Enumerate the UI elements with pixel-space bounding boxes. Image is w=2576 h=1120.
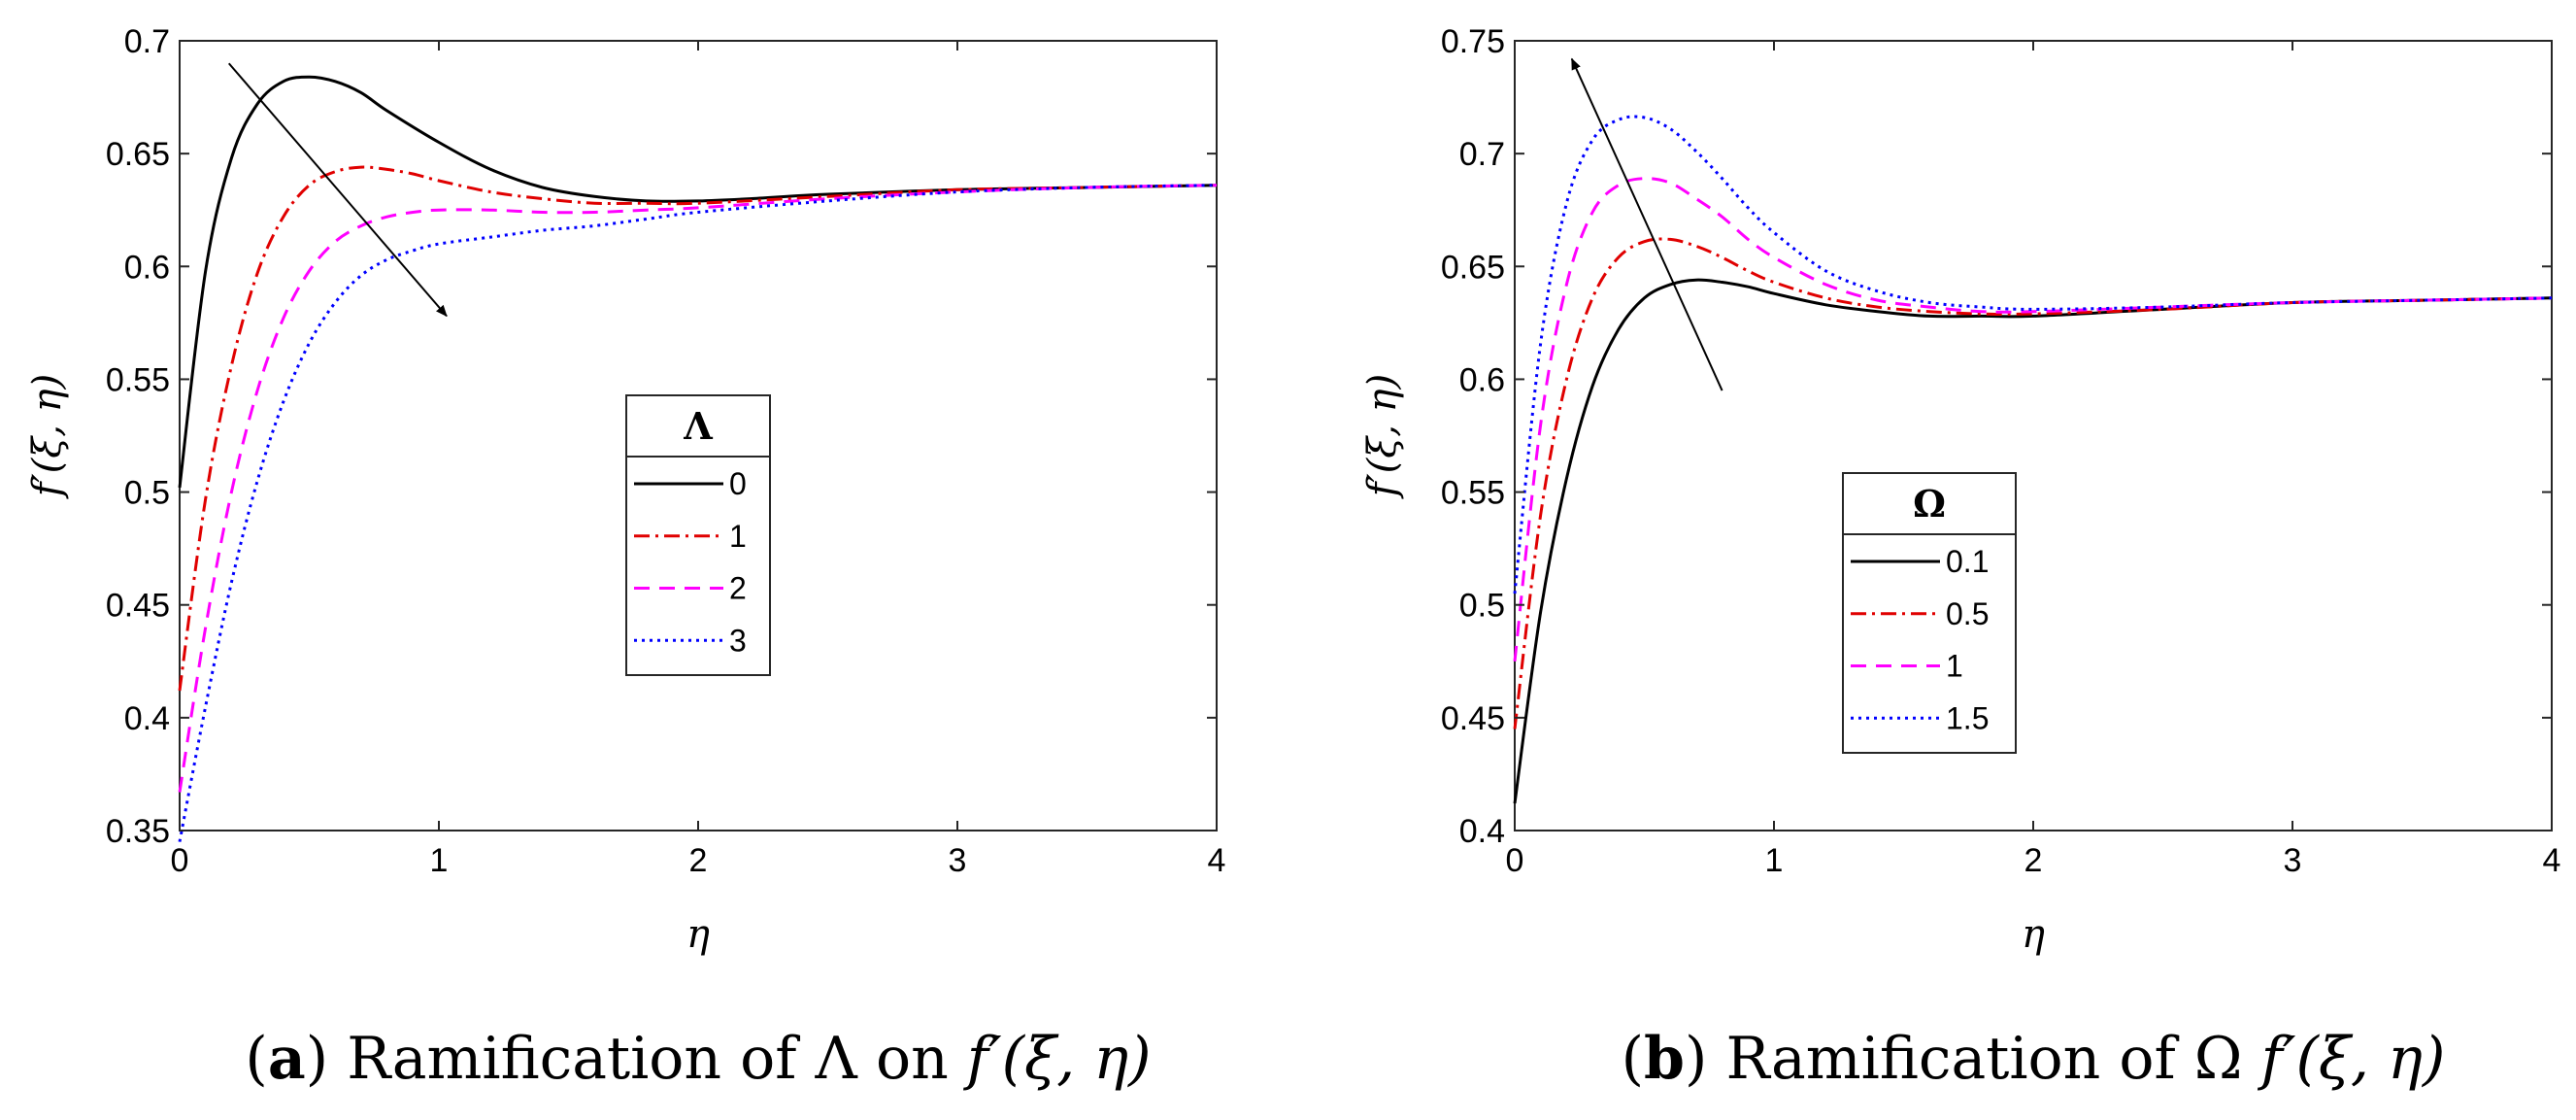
panel-b-legend: Ω 0.1 0.5 1 1.5 [1842, 472, 2017, 754]
panel-a-caption-letter: a [268, 1025, 306, 1093]
panel-b-legend-label: 1 [1946, 649, 1963, 684]
panel-b-caption: (b) Ramification of Ω f′(ξ, η) [1622, 1025, 2446, 1093]
panel-a-x-tick-label: 2 [689, 842, 708, 879]
panel-a-legend-label: 3 [729, 623, 747, 658]
panel-b-y-tick-label: 0.7 [1459, 136, 1505, 173]
panel-b-legend-entries: 0.1 0.5 1 1.5 [1851, 544, 1989, 735]
panel-a-legend-entries: 0 1 2 3 [634, 466, 747, 658]
panel-b-y-tick-label: 0.65 [1441, 249, 1505, 286]
panel-a-legend: Λ 0 1 2 3 [625, 394, 771, 676]
panel-b-trend-arrow [1570, 57, 1723, 391]
panel-a-x-tick-label: 4 [1208, 842, 1226, 879]
panel-b-x-tick-label: 4 [2543, 842, 2561, 879]
panel-a-x-tick-label: 1 [430, 842, 449, 879]
panel-a-legend-label: 2 [729, 571, 747, 606]
panel-b-legend-box [1842, 472, 2017, 754]
panel-b-x-tick-label: 2 [2024, 842, 2043, 879]
panel-b-y-tick-label: 0.4 [1459, 813, 1505, 850]
panel-a-x-tick-label: 0 [171, 842, 189, 879]
panel-a-y-tick-label: 0.65 [106, 136, 170, 173]
panel-b-x-tick-label: 1 [1765, 842, 1784, 879]
panel-b-curves [1513, 115, 2553, 804]
panel-b: 0 1 2 3 4 0.4 0.45 0.5 0.55 0.6 0.65 0.7 0.75 η f′(ξ… [1360, 23, 2560, 1093]
panel-a-series-0 [178, 75, 1218, 489]
panel-a-y-tick-label: 0.35 [106, 813, 170, 850]
panel-a-y-tick-label: 0.55 [106, 361, 170, 398]
panel-b-caption-math: f′(ξ, η) [2258, 1025, 2446, 1093]
panel-a: 0 1 2 3 4 0.35 0.4 0.45 0.5 0.55 0.6 0.65 0.7 η f′(ξ… [25, 23, 1225, 1093]
panel-a-legend-label: 1 [729, 519, 747, 554]
panel-a-trend-arrow [227, 62, 448, 318]
panel-b-ticks: 0 1 2 3 4 0.4 0.45 0.5 0.55 0.6 0.65 0.7 0.75 [1441, 23, 2561, 879]
panel-a-y-tick-label: 0.45 [106, 588, 170, 625]
panel-b-legend-label: 0.5 [1946, 596, 1989, 631]
panel-b-x-tick-label: 0 [1506, 842, 1524, 879]
panel-a-x-axis-label: η [686, 912, 710, 957]
panel-a-y-axis-label: f′(ξ, η) [25, 374, 70, 500]
panel-a-arrow [227, 62, 448, 318]
panel-b-arrow [1570, 57, 1723, 391]
panel-a-legend-label: 0 [729, 466, 747, 501]
panel-a-legend-title: Λ [683, 404, 713, 448]
panel-b-legend-label: 0.1 [1946, 544, 1989, 579]
panel-a-y-tick-label: 0.7 [124, 23, 170, 60]
panel-a-caption-math: f′(ξ, η) [963, 1025, 1152, 1093]
panel-a-caption: (a) Ramification of Λ on f′(ξ, η) [245, 1025, 1151, 1093]
panel-b-y-tick-label: 0.45 [1441, 700, 1505, 737]
panel-b-legend-title: Ω [1913, 482, 1946, 526]
panel-b-y-tick-label: 0.75 [1441, 23, 1505, 60]
panel-a-y-tick-label: 0.5 [124, 475, 170, 512]
panel-b-legend-label: 1.5 [1946, 700, 1989, 735]
panel-a-curves [178, 75, 1218, 842]
panel-b-y-tick-label: 0.6 [1459, 361, 1505, 398]
panel-a-caption-text: Ramification of Λ on [347, 1025, 967, 1093]
panel-b-y-tick-label: 0.5 [1459, 588, 1505, 625]
panel-a-y-tick-label: 0.6 [124, 249, 170, 286]
panel-a-y-tick-label: 0.4 [124, 700, 170, 737]
panel-a-series-2 [178, 184, 1218, 793]
panel-b-y-axis-label: f′(ξ, η) [1360, 374, 1405, 500]
panel-a-x-tick-label: 3 [949, 842, 967, 879]
panel-b-plot-area [1514, 40, 2553, 832]
panel-b-x-tick-label: 3 [2284, 842, 2302, 879]
panel-b-caption-letter: b [1644, 1025, 1685, 1093]
panel-b-series-0-5 [1513, 237, 2553, 730]
panel-b-caption-text: Ramification of Ω [1725, 1025, 2260, 1093]
panel-b-y-tick-label: 0.55 [1441, 475, 1505, 512]
panel-a-ticks: 0 1 2 3 4 0.35 0.4 0.45 0.5 0.55 0.6 0.65 0.7 [106, 23, 1226, 879]
panel-b-x-axis-label: η [2022, 912, 2045, 957]
